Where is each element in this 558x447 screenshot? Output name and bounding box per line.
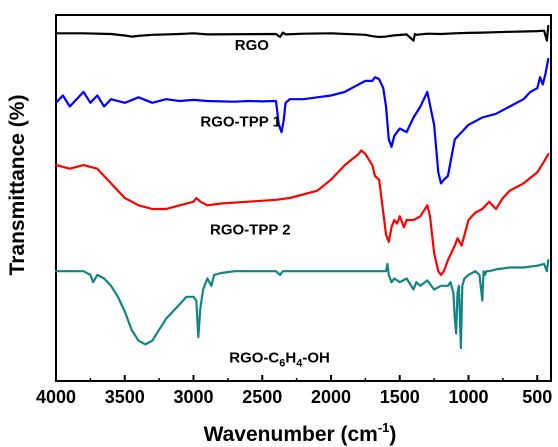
- x-tick-label: 3500: [105, 387, 145, 407]
- spectra-labels: RGO RGO-TPP 1 RGO-TPP 2 RGO-C6H4-OH: [200, 37, 329, 370]
- x-axis-tick-labels: 4000 3500 3000 2500 2000 1500 1000 500: [36, 387, 552, 407]
- x-tick-label: 2000: [311, 387, 351, 407]
- x-tick-label: 4000: [36, 387, 76, 407]
- x-tick-label: 1500: [380, 387, 420, 407]
- x-axis-title: Wavenumber (cm-1): [204, 420, 397, 446]
- x-tick-label: 2500: [242, 387, 282, 407]
- series-label-4: RGO-C6H4-OH: [229, 350, 330, 370]
- spectrum-line-3: [54, 149, 550, 276]
- spectrum-line-1: [54, 24, 550, 42]
- series-label-1: RGO: [235, 37, 270, 54]
- x-tick-label: 3000: [173, 387, 213, 407]
- spectrum-line-4: [54, 259, 550, 350]
- spectrum-line-2: [54, 57, 550, 185]
- y-axis-title: Transmittance (%): [6, 95, 29, 276]
- spectra: [54, 24, 550, 350]
- series-label-3: RGO-TPP 2: [210, 222, 291, 239]
- plot-frame: [55, 14, 552, 382]
- x-tick-label: 500: [522, 387, 552, 407]
- x-tick-label: 1000: [448, 387, 488, 407]
- x-axis-ticks: [55, 375, 539, 381]
- series-label-2: RGO-TPP 1: [200, 114, 281, 131]
